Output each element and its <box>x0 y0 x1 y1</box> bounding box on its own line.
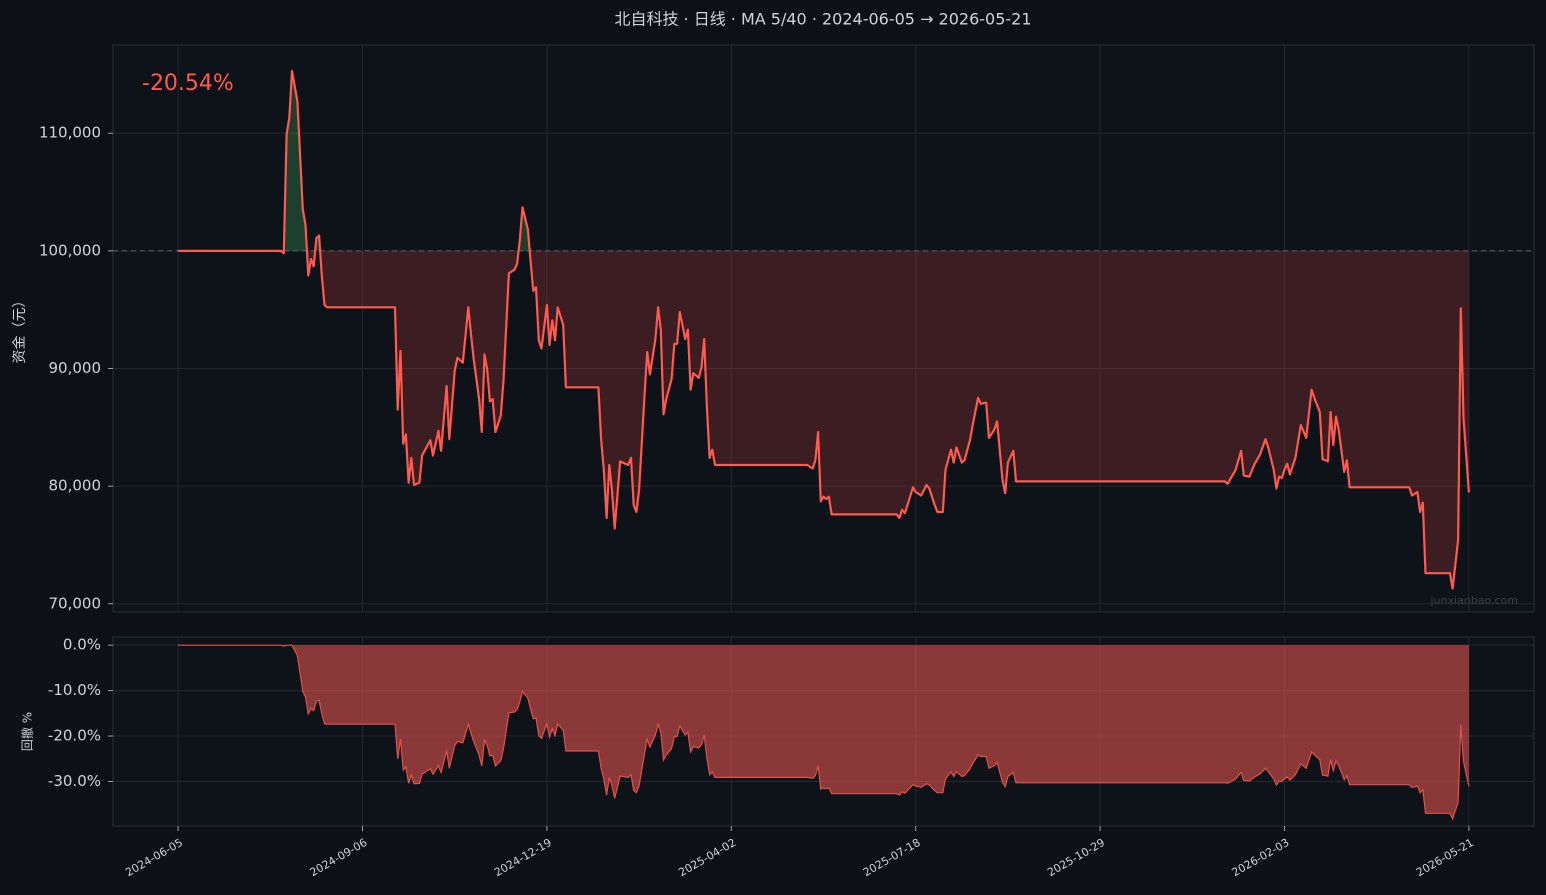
watermark: junxianbao.com <box>1429 594 1518 607</box>
drawdown-area <box>178 645 1469 819</box>
y-tick-label: -20.0% <box>48 727 101 745</box>
y-tick-label: 110,000 <box>39 124 101 142</box>
y-axis-label: 回撤 % <box>20 712 35 751</box>
chart-title: 北自科技 · 日线 · MA 5/40 · 2024-06-05 → 2026-… <box>614 10 1031 29</box>
y-tick-label: 100,000 <box>39 241 101 259</box>
y-tick-label: 80,000 <box>49 477 102 495</box>
drawdown-line <box>178 644 1470 821</box>
y-tick-label: -30.0% <box>48 772 101 790</box>
y-tick-label: 0.0% <box>63 636 101 654</box>
y-axis-label: 资金（元） <box>12 294 28 364</box>
equity-line <box>178 69 1470 590</box>
plot-area <box>112 44 1535 613</box>
y-tick-label: 70,000 <box>49 594 102 612</box>
y-tick-label: 90,000 <box>49 359 102 377</box>
y-tick-label: -10.0% <box>48 681 101 699</box>
annotation: -20.54% <box>142 71 234 96</box>
area-below <box>178 250 1469 589</box>
